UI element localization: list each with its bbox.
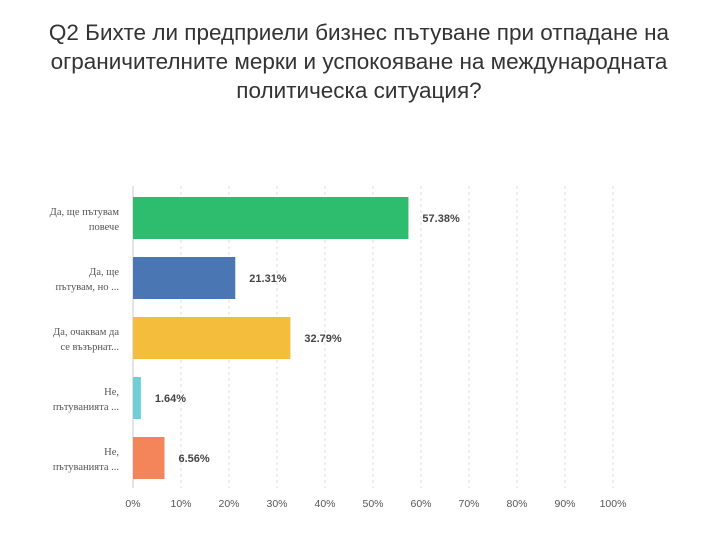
- value-label: 32.79%: [304, 333, 342, 345]
- chart-title-line-2: ограничителните мерки и успокояване на м…: [50, 49, 668, 74]
- value-label: 57.38%: [422, 213, 460, 225]
- x-tick-label: 20%: [218, 498, 239, 510]
- x-tick-label: 40%: [314, 498, 335, 510]
- x-tick-label: 100%: [600, 498, 627, 510]
- value-label: 1.64%: [155, 393, 186, 405]
- chart-title: Q2 Бихте ли предприели бизнес пътуване п…: [0, 18, 718, 105]
- category-label: Не, пътуванията ...: [53, 387, 119, 413]
- x-tick-label: 60%: [410, 498, 431, 510]
- x-tick-label: 90%: [554, 498, 575, 510]
- x-tick-label: 80%: [506, 498, 527, 510]
- bar: [133, 377, 141, 419]
- category-label: Да, ще пътувам, но ...: [56, 267, 120, 293]
- bar: [133, 257, 236, 299]
- x-tick-label: 0%: [125, 498, 140, 510]
- x-tick-label: 50%: [362, 498, 383, 510]
- category-label: Да, ще пътувам повече: [50, 207, 120, 233]
- bar: [133, 317, 291, 359]
- bar: [133, 197, 409, 239]
- category-label: Да, очаквам да се възърнат...: [53, 327, 119, 353]
- value-label: 21.31%: [249, 273, 287, 285]
- value-label: 6.56%: [178, 453, 209, 465]
- category-label: Не, пътуванията ...: [53, 447, 119, 473]
- x-tick-label: 70%: [458, 498, 479, 510]
- x-tick-label: 10%: [170, 498, 191, 510]
- chart-title-line-1: Q2 Бихте ли предприели бизнес пътуване п…: [48, 20, 670, 45]
- chart-title-line-3: политическа ситуация?: [236, 78, 482, 103]
- x-tick-label: 30%: [266, 498, 287, 510]
- bar: [133, 437, 165, 479]
